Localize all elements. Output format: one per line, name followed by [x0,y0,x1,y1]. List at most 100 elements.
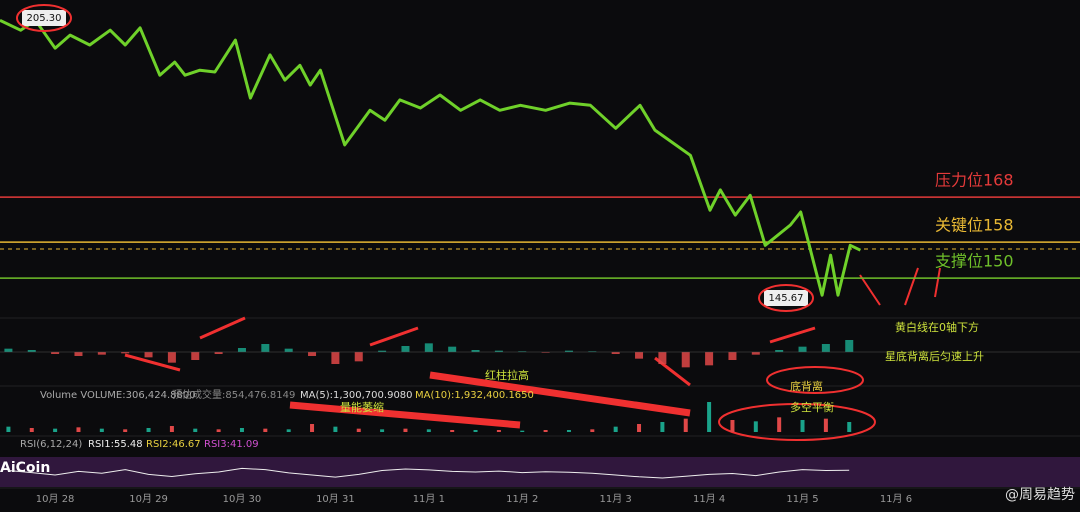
volume-bar [730,420,735,432]
volume-bar [6,426,11,432]
volume-bar [450,430,455,432]
volume-bar [473,430,478,432]
annotation: 底背离 [790,379,823,393]
arrow [904,267,919,306]
volume-bar [823,418,828,432]
volume-bar [310,424,315,432]
macd-bar [261,344,270,352]
macd-bar [728,352,737,360]
x-tick-label: 10月 28 [36,493,75,505]
macd-bar [541,352,550,353]
macd-bar [378,350,387,352]
volume-bar [146,428,151,432]
macd-bar [494,350,503,352]
volume-bar [520,430,525,432]
macd-bar [424,343,433,352]
macd-bar [191,352,200,360]
extreme-circle [16,4,72,32]
x-tick-label: 11月 4 [693,493,725,505]
macd-bar [167,352,176,363]
annotation: 星底背离后匀速上升 [885,349,984,363]
volume-bar [29,428,34,432]
volume-bar [53,428,58,432]
arrow [859,274,881,306]
volume-bar [660,422,665,432]
x-tick-label: 11月 6 [880,493,912,505]
arrow [429,371,691,417]
macd-bar [331,352,340,364]
macd-bar [588,351,597,352]
volume-bar [380,429,385,432]
x-tick-label: 11月 2 [506,493,538,505]
extreme-label: 205.30 [27,13,62,24]
macd-bar [845,340,854,352]
volume-bar [566,430,571,432]
x-tick-label: 11月 1 [413,493,445,505]
macd-bar [611,352,620,354]
volume-bar [239,428,244,432]
volume-bar [683,418,688,432]
volume-estimate: 预估成交量:854,476.8149 [172,388,295,401]
volume-header: Volume VOLUME:306,424.8800 [40,390,196,401]
extreme-circle [758,284,814,312]
x-tick-label: 11月 5 [786,493,818,505]
rsi2: RSI2:46.67 [146,439,201,450]
macd-bar [705,352,714,366]
macd-bar [448,346,457,352]
annotation: 量能萎缩 [340,400,384,414]
rsi1: RSI1:55.48 [88,439,143,450]
volume-bar [637,424,642,432]
volume-bar [777,417,782,432]
annotation: 黄白线在0轴下方 [895,320,979,334]
volume-bar [847,422,852,432]
volume-bar [356,428,361,432]
arrow [199,316,246,340]
reference-label: 支撑位150 [935,252,1014,271]
volume-bar [216,429,221,432]
macd-bar [214,352,223,354]
volume-bar [707,402,712,432]
volume-bar [403,428,408,432]
x-tick-label: 10月 31 [316,493,355,505]
volume-bar [753,421,758,432]
volume-bar [426,429,431,432]
arrow [769,326,816,344]
x-tick-label: 10月 29 [129,493,168,505]
volume-bar [613,426,618,432]
volume-bar [543,430,548,432]
highlight-circle [766,366,864,394]
arrow [289,401,521,429]
annotation: 红柱拉高 [485,368,529,382]
volume-ma10: MA(10):1,932,400.1650 [415,390,534,401]
volume-bar [99,428,104,432]
macd-bar [308,352,317,356]
volume-bar [286,429,291,432]
reference-label: 关键位158 [935,216,1014,235]
macd-bar [144,352,153,358]
extreme-label: 145.67 [769,293,804,304]
volume-bar [800,420,805,432]
macd-bar [681,352,690,368]
watermark: AiCoin [0,460,50,476]
volume-bar [496,430,501,432]
macd-bar [354,352,363,362]
extreme-badge [764,290,808,306]
highlight-circle [718,403,876,441]
rsi3: RSI3:41.09 [204,439,259,450]
rsi-header: RSI(6,12,24) [20,439,82,450]
volume-bar [123,429,128,432]
volume-bar [263,428,268,432]
volume-bar [193,428,198,432]
macd-bar [74,352,83,356]
macd-bar [564,350,573,352]
author: @周易趋势 [1005,487,1075,503]
macd-bar [237,348,246,352]
reference-label: 压力位168 [935,171,1014,190]
macd-bar [751,352,760,355]
macd-bar [821,344,830,352]
arrows [124,267,941,429]
volume-bar [333,426,338,432]
volume-bar [76,427,81,432]
